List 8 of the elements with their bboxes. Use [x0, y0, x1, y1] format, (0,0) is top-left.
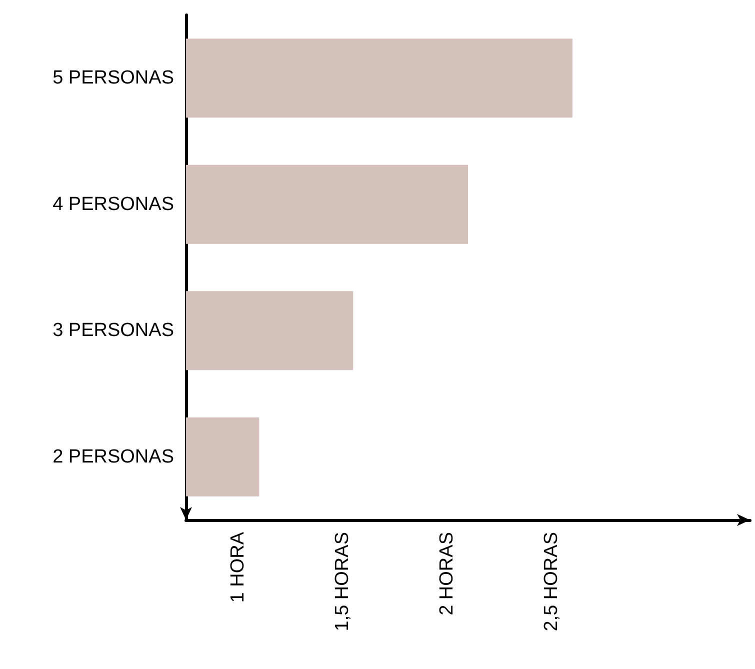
y-tick-label: 2 PERSONAS [52, 446, 174, 468]
y-tick-label: 5 PERSONAS [52, 68, 174, 89]
y-tick-label: 3 PERSONAS [52, 320, 174, 342]
x-tick-label: 2,5 HORAS [541, 532, 562, 632]
x-tick-label: 1,5 HORAS [332, 532, 354, 632]
x-tick-label: 2 HORAS [436, 532, 458, 616]
y-tick-label: 4 PERSONAS [52, 194, 174, 215]
x-tick-label: 1 HORA [228, 532, 249, 603]
